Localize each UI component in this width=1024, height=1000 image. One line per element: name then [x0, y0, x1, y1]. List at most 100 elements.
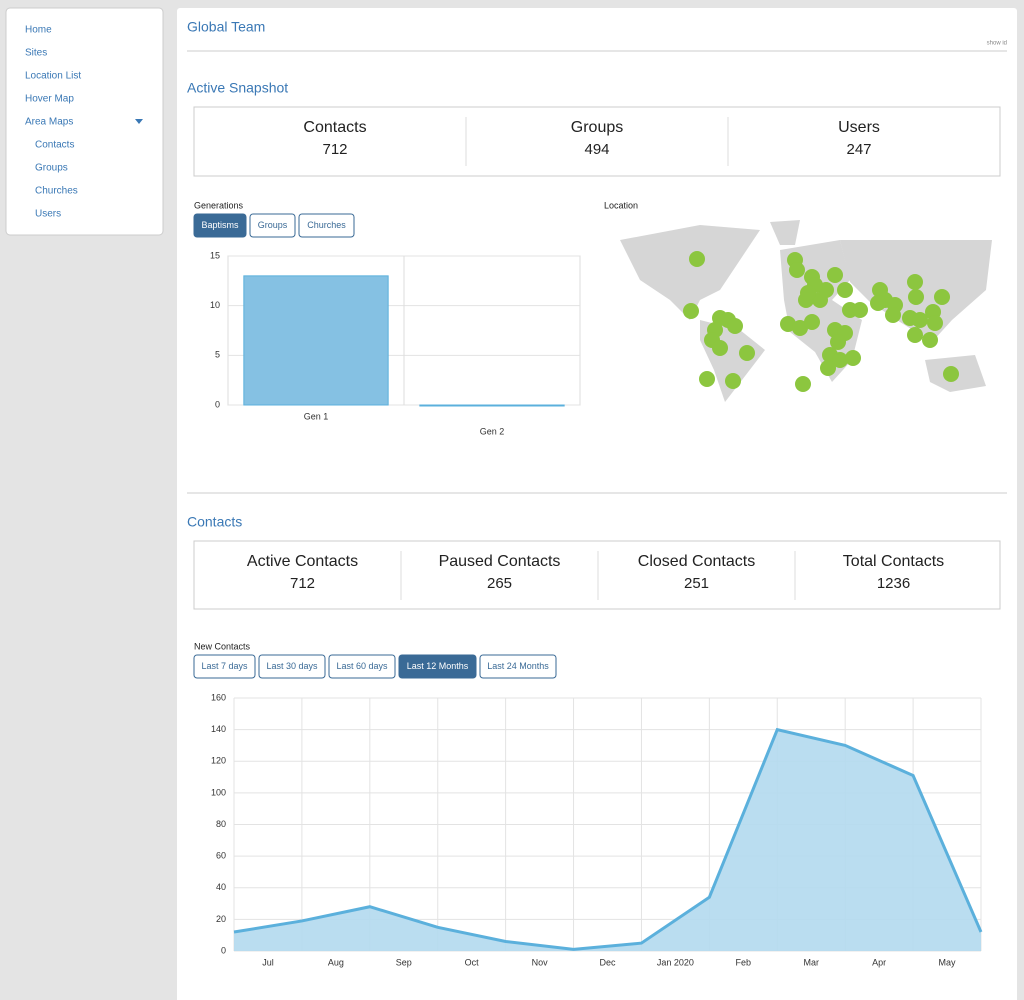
- x-tick-label: Nov: [532, 957, 549, 967]
- button[interactable]: [398, 654, 477, 679]
- location-dot: [795, 376, 811, 392]
- section-title: Active Snapshot: [187, 80, 288, 96]
- location-dot: [837, 282, 853, 298]
- location-dot: [792, 320, 808, 336]
- x-tick-label: Jan 2020: [657, 957, 694, 967]
- location-dot: [827, 267, 843, 283]
- line: [233, 727, 983, 951]
- nav-sublink[interactable]: Churches: [35, 186, 78, 197]
- x-tick-label: Gen 2: [480, 426, 505, 436]
- stat-box: [193, 540, 1001, 610]
- button-label[interactable]: Churches: [307, 220, 346, 230]
- y-tick-label: 160: [211, 692, 226, 702]
- x-tick-label: Oct: [465, 957, 480, 967]
- y-tick-label: 5: [215, 350, 220, 360]
- x-tick-label: Sep: [396, 957, 412, 967]
- y-tick-label: 80: [216, 819, 226, 829]
- section-title: Contacts: [187, 514, 242, 530]
- location-dot: [870, 295, 886, 311]
- chart-label: Location: [604, 200, 638, 210]
- y-tick-label: 60: [216, 851, 226, 861]
- location-dot: [800, 285, 816, 301]
- button-label[interactable]: Groups: [258, 220, 288, 230]
- x-tick-label: Feb: [736, 957, 752, 967]
- location-dot: [739, 345, 755, 361]
- button-label[interactable]: Last 60 days: [336, 661, 388, 671]
- location-dot: [907, 274, 923, 290]
- area: [234, 729, 981, 951]
- location-dot: [712, 340, 728, 356]
- y-tick-label: 0: [221, 945, 226, 955]
- button-label[interactable]: Last 24 Months: [487, 661, 549, 671]
- button-label[interactable]: Last 7 days: [201, 661, 248, 671]
- x-tick-label: Gen 1: [304, 411, 329, 421]
- nav-sublink[interactable]: Groups: [35, 163, 68, 174]
- nav-sublink[interactable]: Contacts: [35, 140, 74, 151]
- page-title: Global Team: [187, 19, 265, 35]
- stat-value: 712: [322, 141, 347, 158]
- stat-value: 712: [290, 575, 315, 592]
- location-dot: [727, 318, 743, 334]
- location-dot: [885, 307, 901, 323]
- button-label[interactable]: Last 30 days: [266, 661, 318, 671]
- stat-value: 494: [584, 141, 609, 158]
- location-dot: [830, 334, 846, 350]
- chart-label: Generations: [194, 200, 244, 210]
- chart-label: New Contacts: [194, 641, 251, 651]
- location-dot: [699, 371, 715, 387]
- y-tick-label: 15: [210, 250, 220, 260]
- stat-label: Paused Contacts: [439, 553, 561, 570]
- location-dot: [804, 314, 820, 330]
- nav-link[interactable]: Hover Map: [25, 94, 74, 105]
- button[interactable]: [249, 213, 296, 238]
- x-tick-label: Dec: [599, 957, 616, 967]
- stat-value: 247: [846, 141, 871, 158]
- button[interactable]: [298, 213, 355, 238]
- y-tick-label: 100: [211, 787, 226, 797]
- stat-value: 251: [684, 575, 709, 592]
- button[interactable]: [193, 213, 247, 238]
- x-tick-label: Apr: [872, 957, 886, 967]
- bar: [243, 275, 389, 406]
- button-label[interactable]: Last 12 Months: [407, 661, 469, 671]
- y-tick-label: 140: [211, 724, 226, 734]
- nav-link[interactable]: Sites: [25, 48, 47, 59]
- location-dot: [689, 251, 705, 267]
- location-dot: [943, 366, 959, 382]
- stat-label: Users: [838, 119, 880, 136]
- stat-box: [193, 106, 1001, 177]
- button[interactable]: [479, 654, 557, 679]
- bar: [419, 404, 565, 407]
- x-tick-label: May: [939, 957, 957, 967]
- stat-label: Closed Contacts: [638, 553, 755, 570]
- button-label[interactable]: Baptisms: [201, 220, 239, 230]
- stat-label: Groups: [571, 119, 623, 136]
- button[interactable]: [328, 654, 396, 679]
- stat-label: Total Contacts: [843, 553, 944, 570]
- location-dot: [725, 373, 741, 389]
- x-tick-label: Jul: [262, 957, 274, 967]
- x-tick-label: Aug: [328, 957, 344, 967]
- show-id[interactable]: show id: [987, 41, 1007, 47]
- stat-value: 265: [487, 575, 512, 592]
- button[interactable]: [193, 654, 256, 679]
- stat-label: Contacts: [303, 119, 366, 136]
- nav-link[interactable]: Home: [25, 25, 52, 36]
- location-dot: [683, 303, 699, 319]
- location-dot: [922, 332, 938, 348]
- button[interactable]: [258, 654, 326, 679]
- location-dot: [908, 289, 924, 305]
- location-dot: [820, 360, 836, 376]
- nav-link[interactable]: Area Maps: [25, 117, 73, 128]
- location-dot: [845, 350, 861, 366]
- location-dot: [907, 327, 923, 343]
- location-dot: [912, 312, 928, 328]
- location-dot: [852, 302, 868, 318]
- nav-sublink[interactable]: Users: [35, 209, 61, 220]
- stat-label: Active Contacts: [247, 553, 358, 570]
- location-dot: [832, 352, 848, 368]
- nav-link[interactable]: Location List: [25, 71, 81, 82]
- y-tick-label: 10: [210, 300, 220, 310]
- sidebar: [5, 7, 164, 236]
